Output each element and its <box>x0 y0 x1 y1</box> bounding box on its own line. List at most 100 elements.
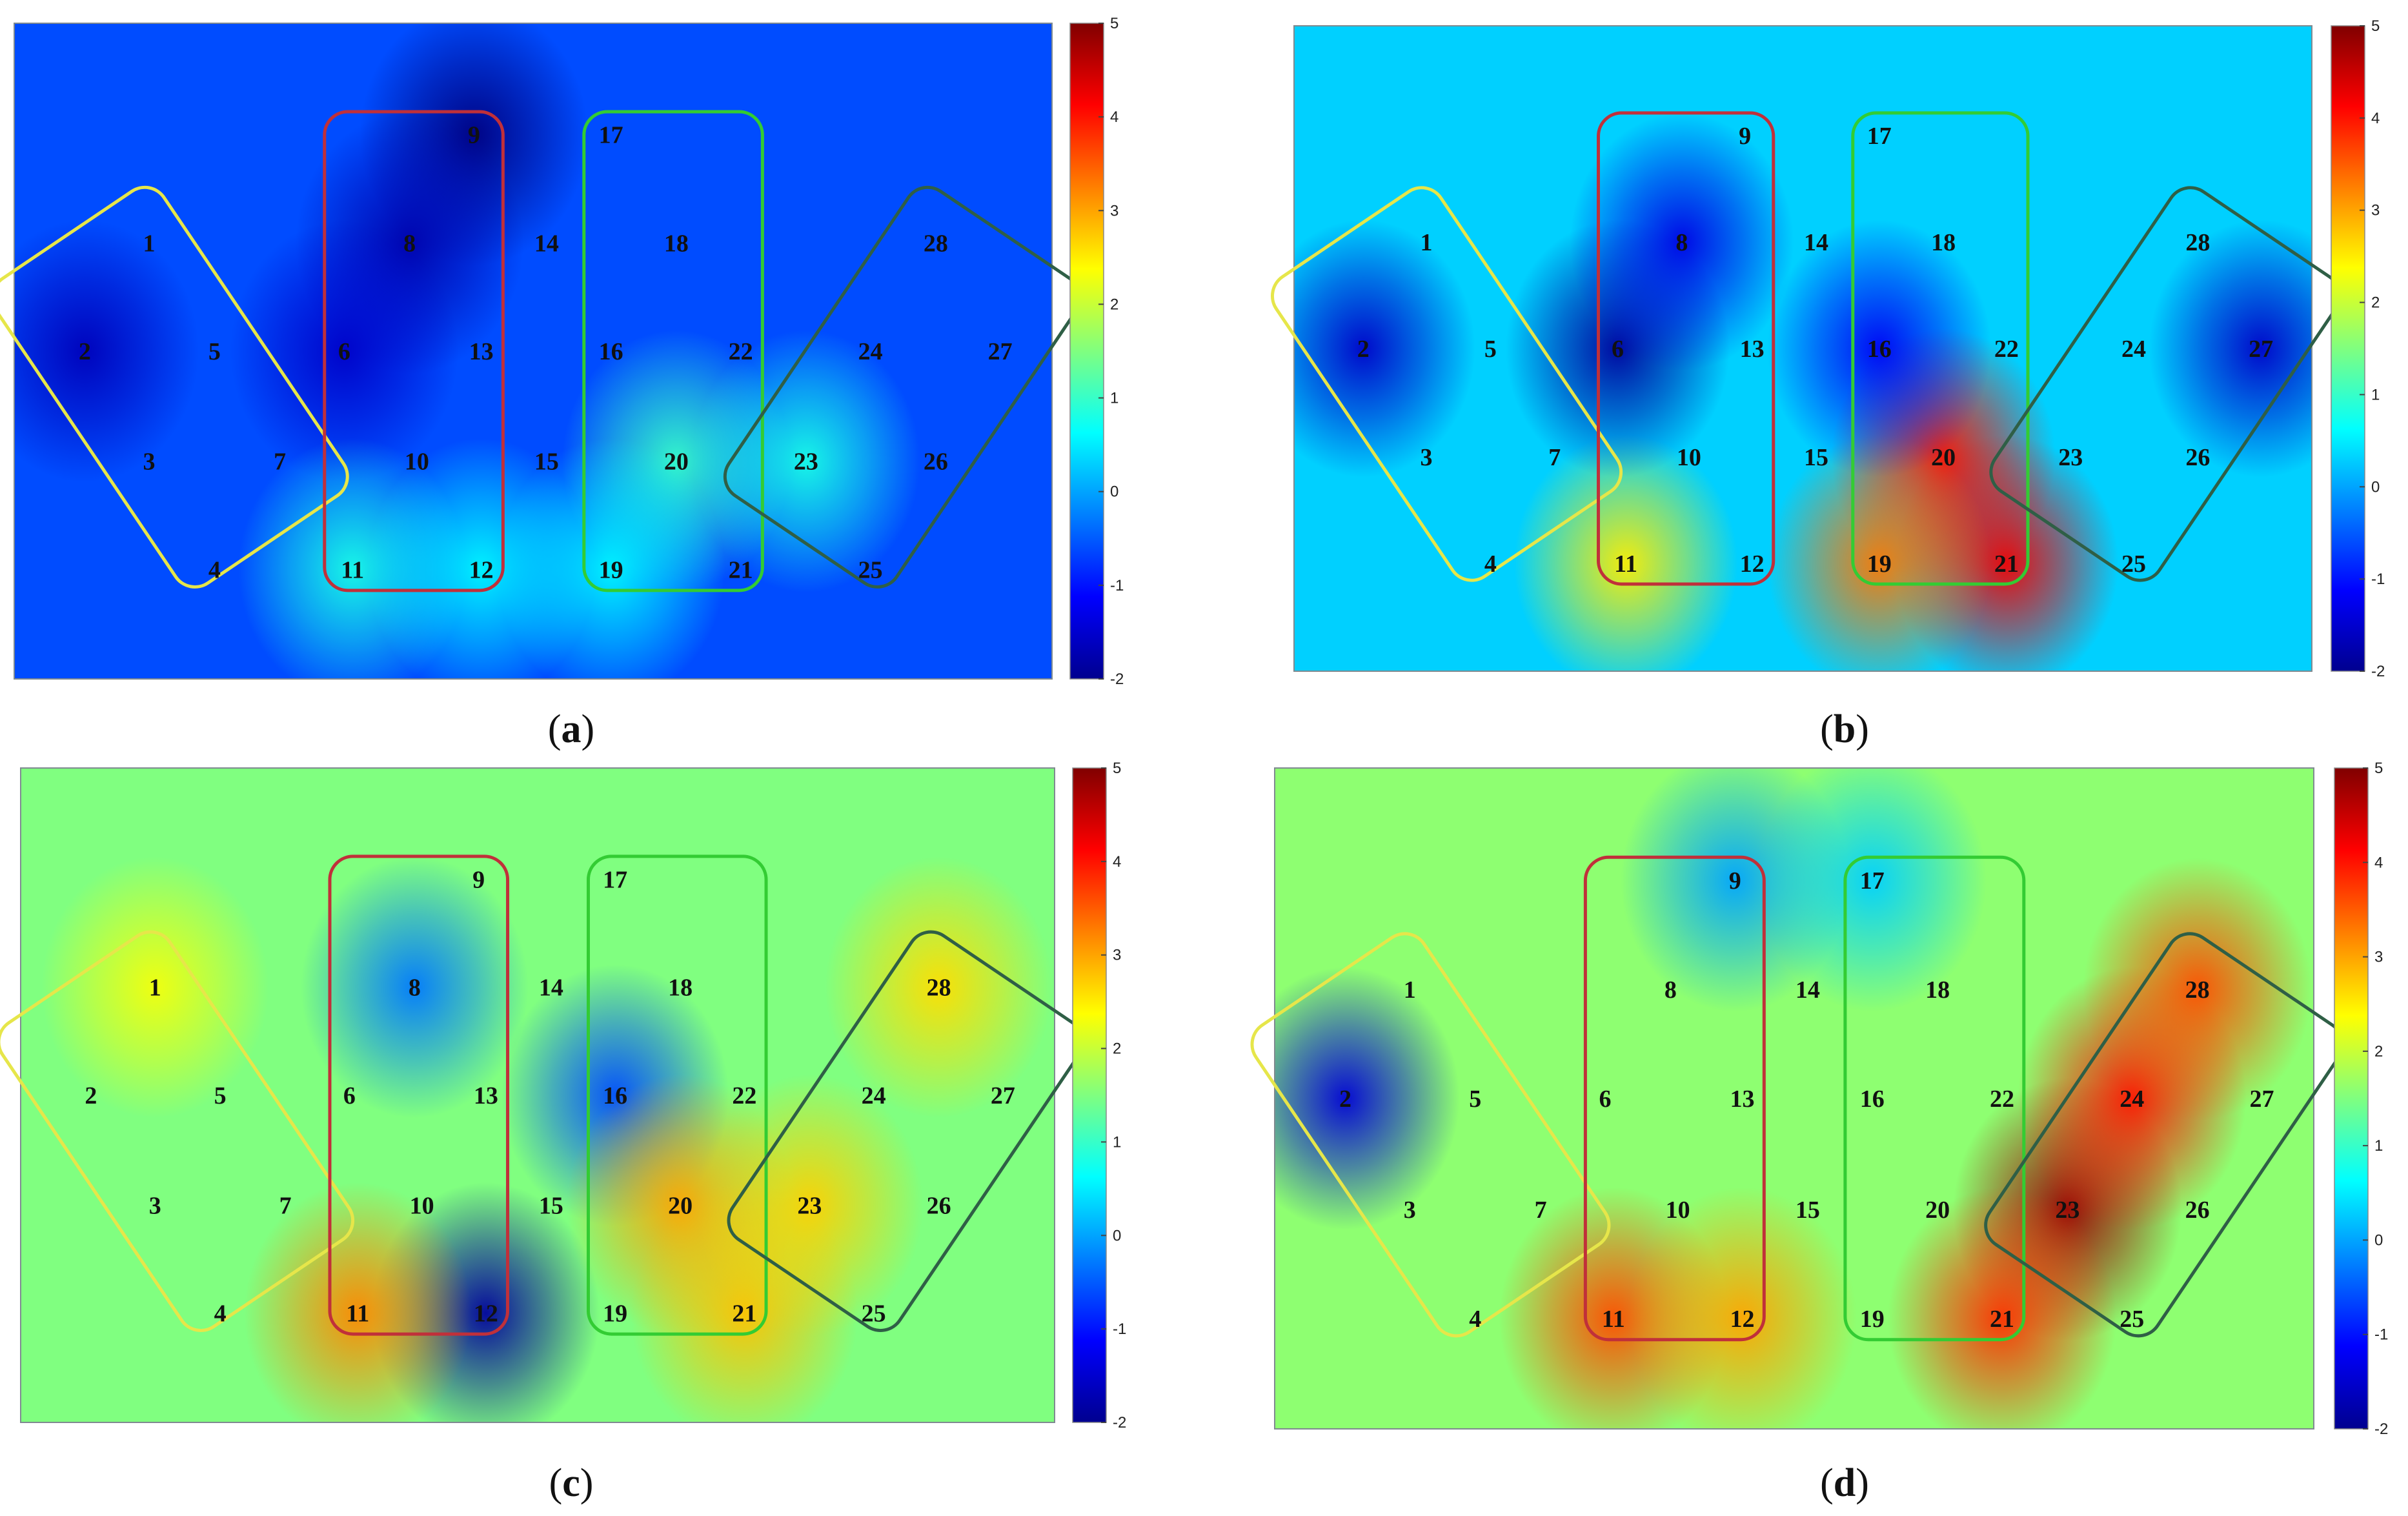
electrode-label-18: 18 <box>1931 229 1956 256</box>
electrode-label-16: 16 <box>603 1082 627 1109</box>
electrode-label-1: 1 <box>1421 229 1433 256</box>
electrode-label-22: 22 <box>1990 1086 2014 1113</box>
panel-caption-letter: d <box>1834 1461 1856 1505</box>
electrode-label-22: 22 <box>732 1082 756 1109</box>
electrode-label-12: 12 <box>469 556 494 583</box>
electrode-label-18: 18 <box>1925 976 1950 1004</box>
electrode-label-16: 16 <box>599 338 623 365</box>
hotspot-19 <box>496 438 725 679</box>
colorbar-tick-label: 1 <box>1113 1133 1121 1151</box>
colorbar <box>2331 25 2365 672</box>
electrode-label-4: 4 <box>214 1300 227 1328</box>
electrode-label-4: 4 <box>1469 1306 1481 1333</box>
colorbar-tick-label: -2 <box>1110 671 1124 688</box>
electrode-label-6: 6 <box>338 338 350 365</box>
hotspot-2 <box>14 219 199 483</box>
colorbar-tick-label: 0 <box>2371 478 2380 496</box>
colorbar-tick-label: 5 <box>1110 15 1118 32</box>
electrode-label-28: 28 <box>2185 976 2210 1004</box>
electrode-label-4: 4 <box>1484 551 1497 578</box>
colorbar-tick-label: 4 <box>1113 853 1121 871</box>
electrode-label-14: 14 <box>1804 229 1828 256</box>
electrode-label-6: 6 <box>1599 1086 1611 1113</box>
electrode-label-1: 1 <box>1404 976 1416 1004</box>
hotspot-23 <box>692 330 920 593</box>
colorbar-tick-label: 2 <box>2371 294 2380 312</box>
hotspot-17 <box>1757 768 1987 1012</box>
colorbar-tick-label: 0 <box>1113 1227 1121 1244</box>
region-outline-1 <box>1250 932 1611 1338</box>
electrode-label-26: 26 <box>2185 1197 2210 1224</box>
colorbar-tick-label: 4 <box>2371 110 2380 127</box>
region-outline-1 <box>0 930 355 1333</box>
electrode-label-7: 7 <box>279 1192 292 1219</box>
panel-caption-letter: b <box>1834 707 1856 751</box>
colorbar-tick-label: 2 <box>1113 1040 1121 1058</box>
electrode-label-25: 25 <box>2121 551 2146 578</box>
colorbar-tick-label: 3 <box>1113 947 1121 964</box>
colorbar <box>1072 767 1107 1423</box>
plot-frame <box>1274 767 2314 1430</box>
electrode-label-17: 17 <box>603 866 627 893</box>
electrode-label-10: 10 <box>1677 444 1701 471</box>
electrode-label-24: 24 <box>862 1082 886 1109</box>
colorbar-tick-label: 0 <box>1110 483 1118 501</box>
region-outline-2 <box>1583 855 1766 1342</box>
colorbar-tick-label: -2 <box>2371 663 2385 680</box>
region-outline-4 <box>1989 186 2342 582</box>
electrode-label-8: 8 <box>1675 229 1688 256</box>
colorbar-tick-label: 3 <box>2374 949 2383 966</box>
electrode-label-17: 17 <box>1867 123 1892 150</box>
plot-frame <box>20 767 1055 1423</box>
electrode-label-2: 2 <box>1339 1086 1351 1113</box>
electrode-label-22: 22 <box>1994 336 2019 363</box>
electrode-label-2: 2 <box>1357 336 1370 363</box>
electrode-label-24: 24 <box>858 338 883 365</box>
electrode-label-26: 26 <box>924 449 948 476</box>
electrode-label-9: 9 <box>1739 123 1751 150</box>
electrode-label-14: 14 <box>1796 976 1820 1004</box>
electrode-label-28: 28 <box>2185 229 2210 256</box>
electrode-label-3: 3 <box>149 1192 161 1219</box>
electrode-label-17: 17 <box>599 122 623 149</box>
panel-caption-letter: a <box>562 707 582 751</box>
electrode-label-16: 16 <box>1860 1086 1885 1113</box>
electrode-label-14: 14 <box>534 230 559 257</box>
heatmap-field <box>21 768 1055 1422</box>
heatmap-field <box>14 23 1052 679</box>
colorbar-tick-label: 3 <box>1110 202 1118 219</box>
electrode-label-4: 4 <box>208 556 221 583</box>
electrode-label-2: 2 <box>85 1082 97 1109</box>
electrode-label-19: 19 <box>1860 1306 1885 1333</box>
region-outline-2 <box>1597 111 1776 586</box>
electrode-label-21: 21 <box>1994 551 2019 578</box>
panel-caption: (d) <box>1820 1461 1869 1505</box>
electrode-label-20: 20 <box>1925 1197 1950 1224</box>
electrode-label-25: 25 <box>2120 1306 2144 1333</box>
colorbar-tick-label: 2 <box>2374 1043 2383 1060</box>
electrode-label-11: 11 <box>346 1300 369 1328</box>
plot-frame <box>14 23 1053 680</box>
region-outline-3 <box>582 110 764 592</box>
electrode-label-5: 5 <box>208 338 221 365</box>
region-outline-2 <box>323 110 505 592</box>
colorbar-tick-label: -2 <box>1113 1414 1126 1431</box>
electrode-label-13: 13 <box>474 1082 498 1109</box>
electrode-label-19: 19 <box>1867 551 1892 578</box>
electrode-label-11: 11 <box>341 556 364 583</box>
electrode-label-3: 3 <box>1404 1197 1416 1224</box>
electrode-label-12: 12 <box>1730 1306 1755 1333</box>
region-outline-1 <box>0 185 349 589</box>
electrode-label-5: 5 <box>1469 1086 1481 1113</box>
electrode-label-18: 18 <box>668 975 693 1002</box>
hotspot-11 <box>244 1182 472 1422</box>
electrode-label-28: 28 <box>927 975 951 1002</box>
electrode-label-15: 15 <box>539 1192 563 1219</box>
electrode-label-12: 12 <box>474 1300 498 1328</box>
electrode-label-1: 1 <box>149 975 161 1002</box>
electrode-label-11: 11 <box>1602 1306 1625 1333</box>
electrode-label-8: 8 <box>409 975 421 1002</box>
electrode-label-24: 24 <box>2121 336 2146 363</box>
colorbar-tick-label: 0 <box>2374 1231 2383 1249</box>
hotspot-8 <box>301 856 529 1118</box>
